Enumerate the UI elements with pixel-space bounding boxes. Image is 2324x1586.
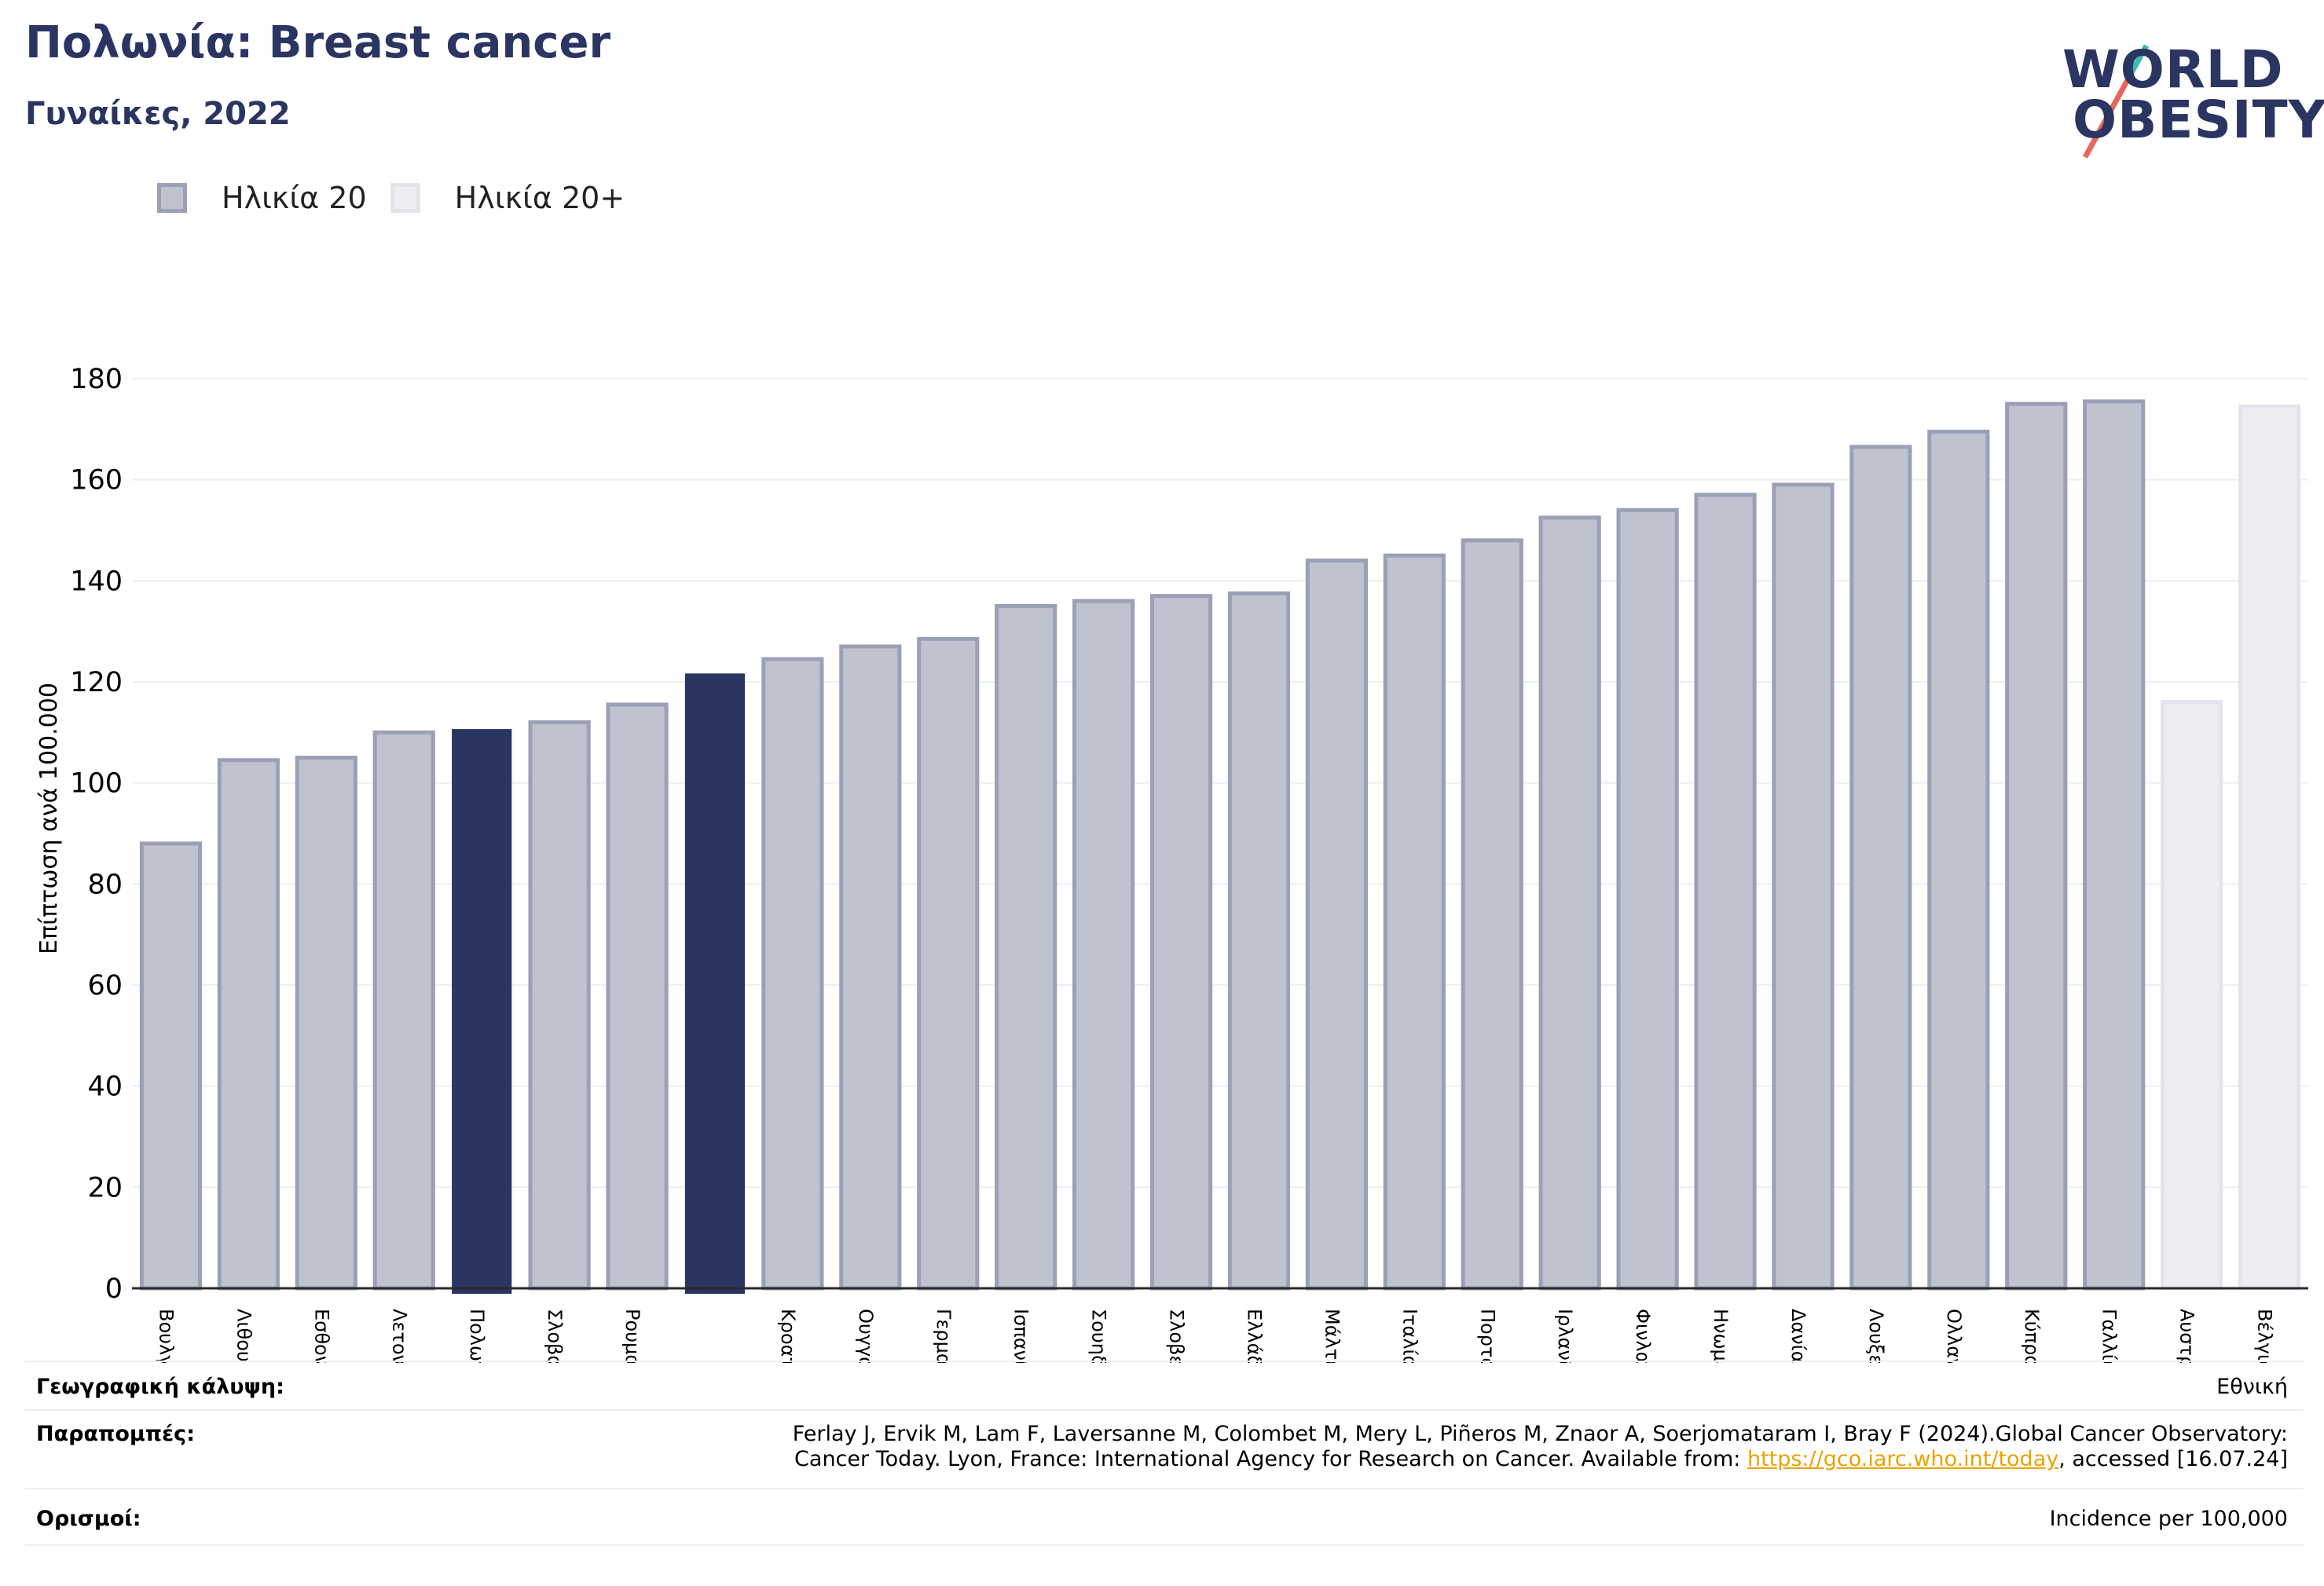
bar-Ρουμανία[interactable] (606, 702, 669, 1291)
bar-Εσθονία[interactable] (295, 756, 357, 1291)
bar-Μάλτα[interactable] (1305, 559, 1368, 1291)
bars (139, 399, 2301, 1294)
page-subtitle: Γυναίκες, 2022 (25, 96, 291, 132)
x-tick-label: Ισπανία (1010, 1309, 1032, 1363)
bar-Πολωνία[interactable] (452, 729, 512, 1294)
x-tick-label: Ιρλανδία (1554, 1309, 1576, 1363)
x-tick-label: Λιθουανία (233, 1309, 255, 1363)
footer-definitions: Ορισμοί: Incidence per 100,000 (25, 1489, 2304, 1546)
bar-Ισπανία[interactable] (995, 604, 1058, 1291)
bar-Ηνωμένο Βασίλειο[interactable] (1694, 493, 1757, 1291)
bar-Λουξεμβούργο[interactable] (1849, 445, 1912, 1291)
x-tick-label: Αυστρία (2176, 1309, 2198, 1363)
bar-Κύπρος[interactable] (2005, 401, 2068, 1291)
x-tick-label: Ρουμανία (621, 1309, 643, 1363)
footer-geographic-coverage: Γεωγραφική κάλυψη: Εθνική (25, 1361, 2304, 1411)
logo-slash-icon (2082, 44, 2150, 159)
bar-Φινλανδία[interactable] (1616, 507, 1679, 1291)
legend-item-age-20-plus[interactable]: Ηλικία 20+ (390, 181, 625, 215)
bar-Δανία[interactable] (1772, 482, 1835, 1291)
bar-Ιρλανδία[interactable] (1538, 515, 1601, 1291)
bar-Λετονία[interactable] (372, 730, 435, 1291)
bar-Ουγγαρία[interactable] (839, 644, 902, 1291)
x-tick-label: Λουξεμβούργο (1865, 1309, 1887, 1363)
references-link[interactable]: https://gco.iarc.who.int/today (1747, 1447, 2059, 1471)
x-tick-label: Σλοβακία (544, 1309, 566, 1363)
references-label: Παραπομπές: (36, 1422, 195, 1446)
bar-Ιταλία[interactable] (1383, 553, 1446, 1291)
bar-Σλοβακία[interactable] (528, 720, 591, 1291)
y-tick-label: 0 (105, 1273, 123, 1305)
definitions-label: Ορισμοί: (36, 1507, 141, 1531)
references-text: Ferlay J, Ervik M, Lam F, Laversanne M, … (402, 1422, 2288, 1472)
bar-Ολλανδία[interactable] (1927, 430, 1990, 1291)
coverage-value: Εθνική (2216, 1375, 2288, 1399)
bar-Λιθουανία[interactable] (217, 758, 280, 1291)
x-tick-label: Μάλτα (1321, 1309, 1343, 1363)
references-line-1: Ferlay J, Ervik M, Lam F, Laversanne M, … (792, 1422, 2288, 1446)
bar-Κροατία[interactable] (761, 657, 824, 1291)
x-tick-label: Ηνωμένο Βασίλειο (1710, 1309, 1732, 1363)
y-tick-label: 80 (87, 869, 123, 900)
world-obesity-logo: WORLD OBESITY (2051, 22, 2324, 163)
coverage-label: Γεωγραφική κάλυψη: (36, 1375, 284, 1399)
bar-Βουλγαρία[interactable] (139, 841, 203, 1291)
y-tick-label: 160 (70, 465, 123, 496)
bar-Ελλάδα[interactable] (1227, 591, 1291, 1291)
y-tick-label: 100 (70, 768, 123, 800)
x-tick-label: Ιταλία (1398, 1309, 1420, 1363)
x-tick-label: Βουλγαρία (155, 1309, 177, 1363)
x-tick-label: Εσθονία (310, 1309, 332, 1363)
y-tick-label: 40 (87, 1071, 123, 1103)
bar-Αυστρία[interactable] (2161, 700, 2223, 1291)
footer-references: Παραπομπές: Ferlay J, Ervik M, Lam F, La… (25, 1409, 2304, 1489)
x-tick-label: Ολλανδία (1943, 1309, 1965, 1363)
bar-Πορτογαλία[interactable] (1461, 538, 1523, 1291)
y-tick-label: 20 (87, 1172, 123, 1203)
legend-label-age-20-plus: Ηλικία 20+ (454, 181, 625, 215)
legend-swatch-age-20 (157, 183, 187, 213)
bar-Γερμανία[interactable] (917, 636, 980, 1291)
x-tick-label: Σλοβενία (1166, 1309, 1188, 1363)
bar-Σουηδία[interactable] (1072, 599, 1135, 1291)
logo-text-obesity: OBESITY (2073, 90, 2324, 150)
x-tick-label: Γαλλία (2099, 1309, 2121, 1363)
bar-highlight-7[interactable] (684, 673, 746, 1294)
x-tick-label: Πορτογαλία (1476, 1309, 1498, 1363)
legend-label-age-20: Ηλικία 20 (222, 181, 367, 215)
bar-Σλοβενία[interactable] (1149, 594, 1213, 1291)
x-tick-label: Γερμανία (933, 1309, 955, 1363)
bar-Γαλλία[interactable] (2083, 399, 2146, 1291)
legend-item-age-20[interactable]: Ηλικία 20 (157, 181, 367, 215)
references-line-2-text: Cancer Today. Lyon, France: Internationa… (794, 1447, 1747, 1471)
x-tick-label: Ουγγαρία (855, 1309, 877, 1363)
x-tick-label: Κροατία (777, 1309, 799, 1363)
y-tick-label: 140 (70, 566, 123, 597)
bar-chart: 0 20 40 60 80 100 120 140 160 180 Βουλγαρία Λιθουα… (35, 364, 2308, 1363)
definitions-value: Incidence per 100,000 (2049, 1507, 2288, 1531)
y-tick-label: 60 (87, 970, 123, 1002)
legend-swatch-age-20-plus (390, 183, 420, 213)
x-tick-label: Λετονία (388, 1309, 410, 1363)
x-tick-label: Δανία (1787, 1309, 1809, 1363)
logo-text-world: WORLD (2062, 39, 2284, 100)
x-tick-label: Φινλανδία (1632, 1309, 1654, 1363)
x-tick-label: Πολωνία (466, 1309, 488, 1363)
x-tick-label: Ελλάδα (1243, 1309, 1265, 1363)
x-tick-label: Κύπρος (2021, 1309, 2043, 1363)
y-tick-label: 120 (70, 667, 123, 698)
bar-Βέλγιο[interactable] (2238, 404, 2301, 1291)
page-title: Πολωνία: Breast cancer (25, 17, 611, 68)
y-axis-label: Επίπτωση ανά 100.000 (35, 683, 63, 954)
chart-legend: Ηλικία 20 Ηλικία 20+ (157, 181, 648, 215)
references-line-2: Cancer Today. Lyon, France: Internationa… (402, 1447, 2288, 1472)
x-tick-label: Σουηδία (1088, 1309, 1110, 1363)
references-accessed: , accessed [16.07.24] (2058, 1447, 2288, 1471)
y-axis-ticks: 0 20 40 60 80 100 120 140 160 180 (70, 364, 123, 1305)
y-tick-label: 180 (70, 364, 123, 395)
category-labels: Βουλγαρία Λιθουανία Εσθονία Λετονία Πολωνία Σ… (155, 1309, 2275, 1363)
x-tick-label: Βέλγιο (2254, 1309, 2276, 1363)
